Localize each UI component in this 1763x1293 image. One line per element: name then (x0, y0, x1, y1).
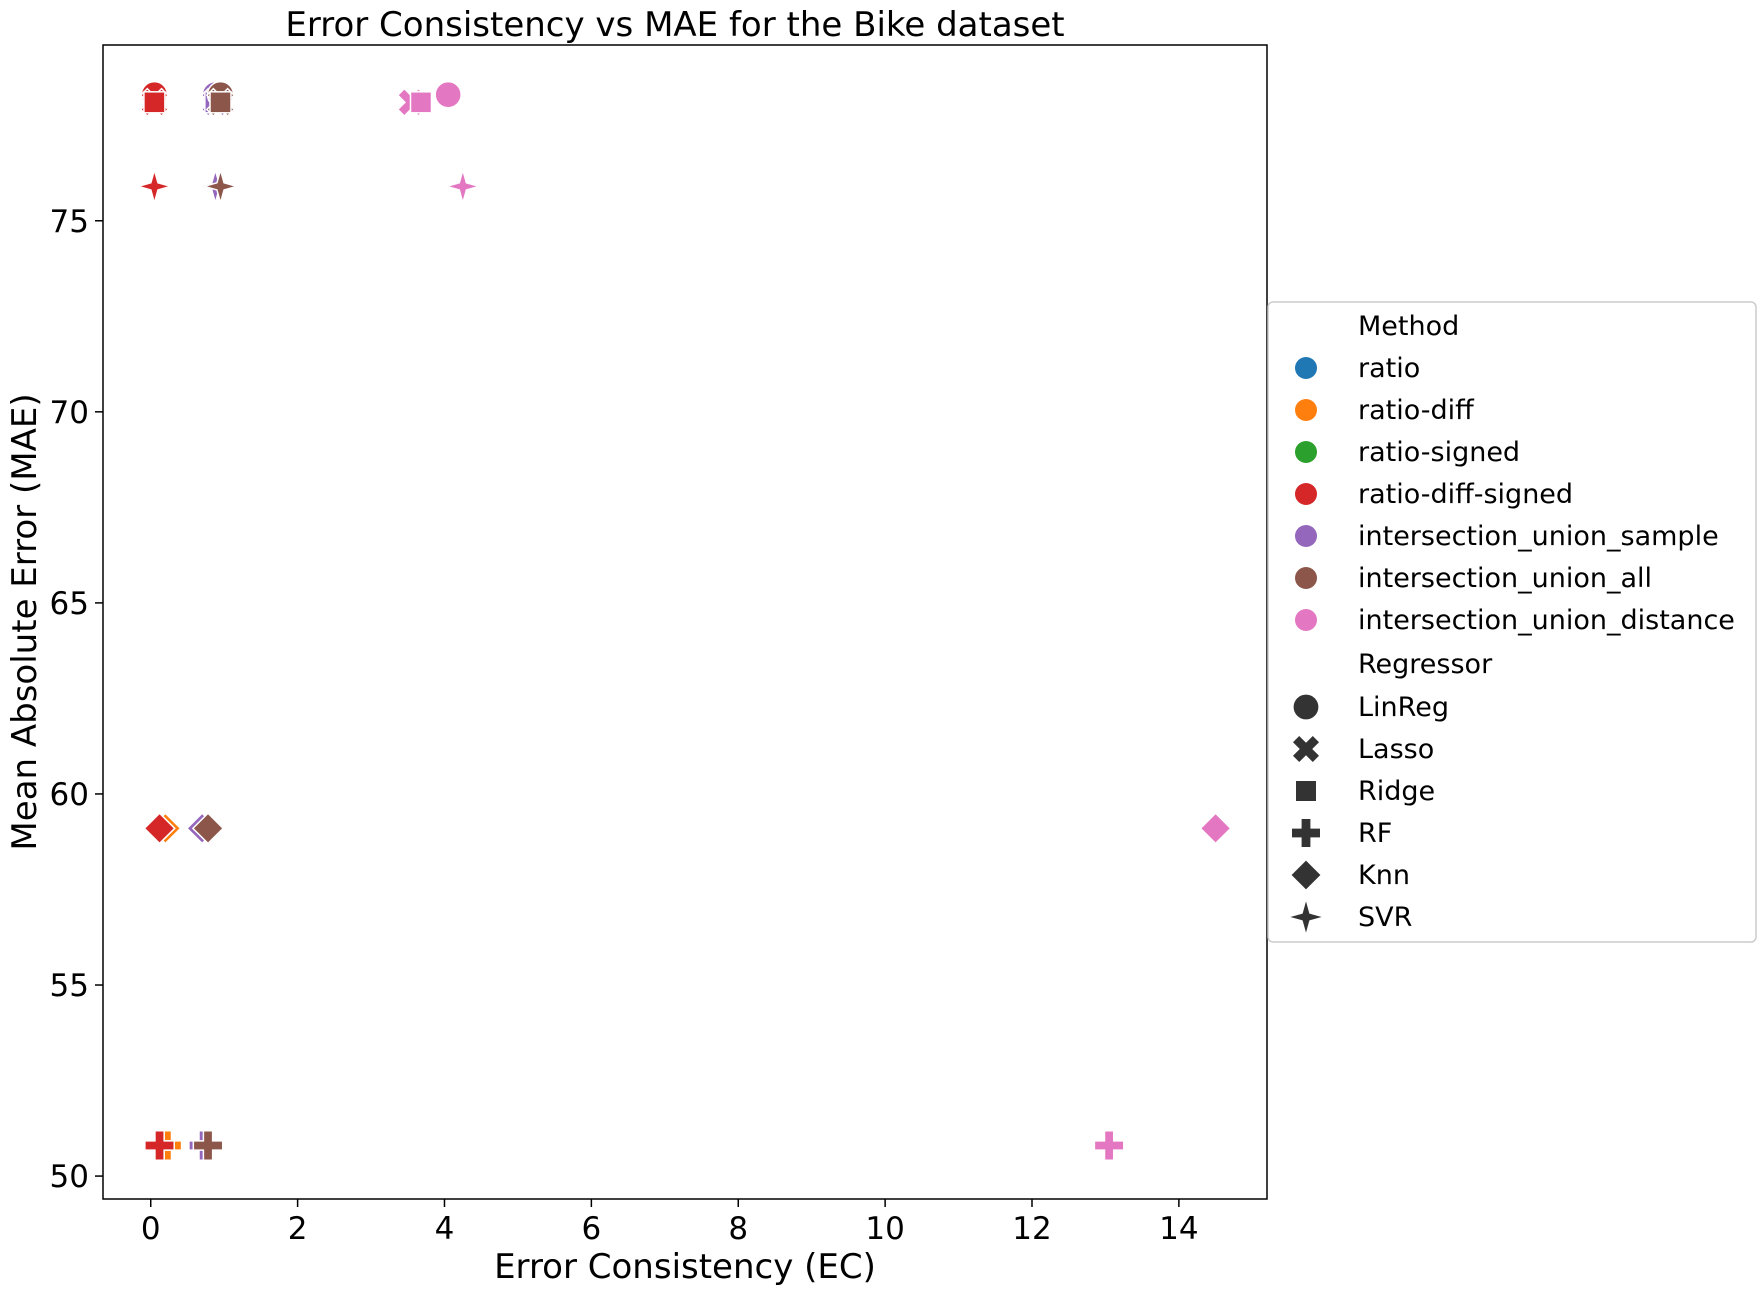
legend-item-ratio: ratio (1295, 353, 1420, 384)
plot-frame (102, 44, 1268, 1200)
legend-item-linreg: LinReg (1293, 692, 1449, 723)
legend-label: LinReg (1358, 692, 1449, 723)
legend-swatch (1295, 609, 1317, 631)
legend-label: RF (1358, 818, 1392, 849)
legend-label: intersection_union_all (1358, 563, 1652, 594)
y-tick-label: 60 (50, 777, 89, 813)
legend-item-ridge: Ridge (1296, 776, 1435, 807)
y-tick-label: 50 (50, 1159, 89, 1195)
legend-swatch (1295, 567, 1317, 589)
x-tick-label: 12 (1012, 1211, 1051, 1247)
legend-item-intersection_union_sample: intersection_union_sample (1295, 521, 1719, 552)
y-tick-label: 65 (50, 586, 89, 622)
data-point-intersection_union_distance-knn (1199, 812, 1232, 845)
x-tick-label: 2 (288, 1211, 308, 1247)
legend-swatch (1295, 525, 1317, 547)
legend-method-entries: ratio ratio-diff ratio-signed ratio-diff-si… (1295, 353, 1735, 636)
x-axis-label: Error Consistency (EC) (494, 1247, 876, 1287)
chart-title: Error Consistency vs MAE for the Bike da… (285, 5, 1064, 45)
legend-item-ratio-signed: ratio-signed (1295, 437, 1520, 468)
legend-item-lasso: Lasso (1292, 734, 1434, 765)
legend-marker-plus (1292, 819, 1320, 847)
x-tick-label: 6 (581, 1211, 601, 1247)
legend-regressor-title: Regressor (1358, 649, 1493, 680)
legend-label: intersection_union_sample (1358, 521, 1719, 552)
data-point-intersection_union_distance-ridge (409, 91, 433, 114)
legend-label: ratio-signed (1358, 437, 1520, 468)
data-point-ratio-diff-signed-knn (143, 812, 176, 845)
legend-swatch (1295, 441, 1317, 463)
legend-item-ratio-diff: ratio-diff (1295, 395, 1475, 426)
legend-marker-square (1296, 781, 1316, 801)
y-tick-label: 55 (50, 968, 89, 1004)
legend-item-svr: SVR (1290, 901, 1412, 933)
legend-item-intersection_union_all: intersection_union_all (1295, 563, 1652, 594)
y-tick-label: 70 (50, 395, 89, 431)
legend-label: ratio (1358, 353, 1420, 384)
legend-label: SVR (1358, 902, 1412, 933)
legend-swatch (1295, 357, 1317, 379)
data-point-intersection_union_all-rf (192, 1130, 224, 1161)
legend-regressor-entries: LinReg Lasso Ridge RF Knn SVR (1290, 692, 1449, 933)
data-point-intersection_union_distance-linreg (434, 80, 462, 109)
legend-swatch (1295, 483, 1317, 505)
legend-marker-circle (1293, 694, 1319, 720)
legend-marker-x (1292, 735, 1320, 763)
data-point-intersection_union_distance-rf (1093, 1130, 1125, 1161)
legend-frame (1267, 301, 1757, 943)
legend-marker-star4 (1290, 901, 1322, 933)
data-points (135, 80, 1232, 1161)
legend-method-title: Method (1358, 311, 1459, 342)
x-tick-label: 4 (435, 1211, 455, 1247)
x-axis-ticks: 0 2 4 6 8 10 12 14 (141, 1199, 1199, 1247)
y-axis-label: Mean Absolute Error (MAE) (5, 393, 45, 850)
legend-item-intersection_union_distance: intersection_union_distance (1295, 605, 1735, 636)
legend-label: Lasso (1358, 734, 1434, 765)
legend-item-rf: RF (1292, 818, 1392, 849)
legend-label: intersection_union_distance (1358, 605, 1735, 636)
y-axis-ticks: 50 55 60 65 70 75 (50, 204, 103, 1195)
data-point-intersection_union_distance-svr (443, 167, 483, 206)
data-point-intersection_union_all-knn (191, 812, 225, 845)
legend-marker-diamond (1291, 860, 1321, 890)
x-tick-label: 0 (141, 1211, 161, 1247)
x-tick-label: 14 (1159, 1211, 1198, 1247)
data-point-intersection_union_all-svr (201, 167, 240, 206)
legend-swatch (1295, 399, 1317, 421)
data-point-ratio-diff-signed-ridge (143, 91, 166, 114)
data-point-ratio-diff-signed-rf (144, 1130, 175, 1161)
legend-label: Ridge (1358, 776, 1435, 807)
legend-label: Knn (1358, 860, 1410, 891)
x-tick-label: 10 (865, 1211, 904, 1247)
data-point-intersection_union_all-ridge (209, 91, 232, 114)
legend-item-knn: Knn (1291, 860, 1410, 891)
data-point-ratio-diff-signed-svr (135, 167, 174, 206)
legend-label: ratio-diff-signed (1358, 479, 1573, 510)
y-tick-label: 75 (50, 204, 89, 240)
legend: Method ratio ratio-diff ratio-signed ratio-… (1267, 301, 1757, 943)
legend-item-ratio-diff-signed: ratio-diff-signed (1295, 479, 1573, 510)
legend-label: ratio-diff (1358, 395, 1475, 426)
x-tick-label: 8 (728, 1211, 748, 1247)
